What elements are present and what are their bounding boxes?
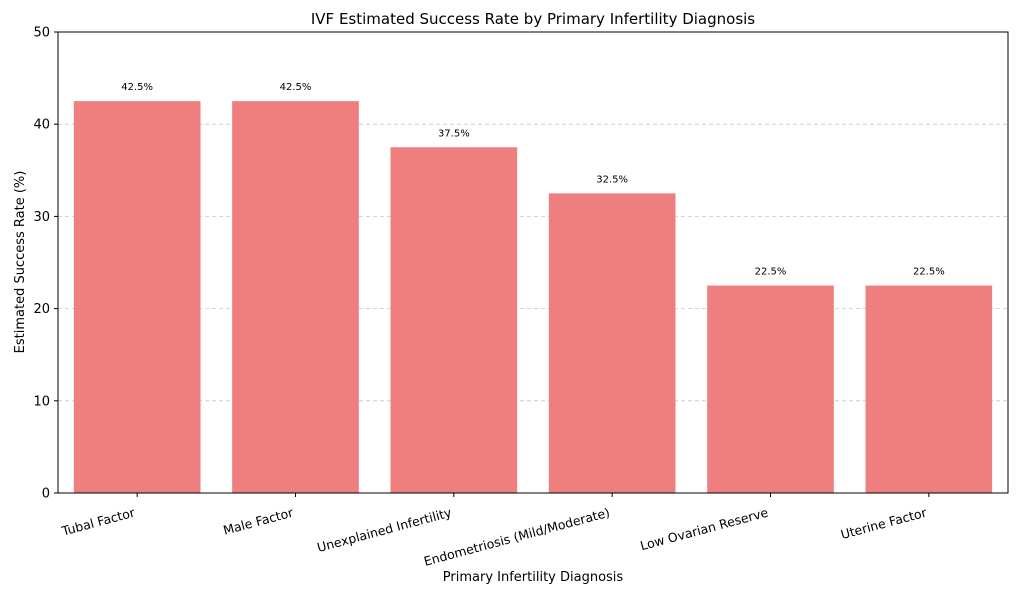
- bar: [865, 285, 993, 493]
- data-label: 42.5%: [280, 82, 312, 93]
- bar: [548, 193, 676, 493]
- bar: [73, 101, 201, 494]
- plot-frame: [57, 31, 1009, 494]
- x-tick-label: Low Ovarian Reserve: [638, 505, 770, 554]
- x-axis-ticks: Tubal Factor Male Factor Unexplained Infer…: [59, 493, 930, 569]
- y-tick-label: 0: [42, 487, 50, 502]
- y-axis-ticks: 0 10 20 30 40 50: [33, 26, 58, 502]
- x-tick-label: Uterine Factor: [839, 504, 929, 542]
- bar: [707, 285, 834, 493]
- gridlines: [58, 123, 1008, 402]
- bar: [390, 147, 518, 493]
- data-labels: 42.5% 42.5% 37.5% 32.5% 22.5% 22.5%: [121, 82, 944, 277]
- bar: [232, 101, 359, 494]
- y-tick-label: 50: [33, 26, 50, 41]
- y-tick-label: 10: [33, 394, 50, 409]
- x-tick-label: Tubal Factor: [59, 504, 137, 538]
- y-tick-label: 40: [33, 118, 50, 133]
- y-axis-label: Estimated Success Rate (%): [13, 171, 28, 354]
- x-tick-label: Unexplained Infertility: [315, 505, 453, 555]
- y-tick-label: 30: [33, 210, 50, 225]
- data-label: 37.5%: [438, 128, 470, 139]
- x-tick-label: Male Factor: [221, 504, 295, 537]
- chart-title: IVF Estimated Success Rate by Primary In…: [311, 10, 755, 28]
- y-tick-label: 20: [33, 302, 50, 317]
- data-label: 42.5%: [121, 82, 153, 93]
- data-label: 22.5%: [913, 267, 945, 278]
- bars: [73, 101, 993, 494]
- data-label: 22.5%: [755, 267, 787, 278]
- data-label: 32.5%: [596, 174, 628, 185]
- x-axis-label: Primary Infertility Diagnosis: [443, 570, 624, 585]
